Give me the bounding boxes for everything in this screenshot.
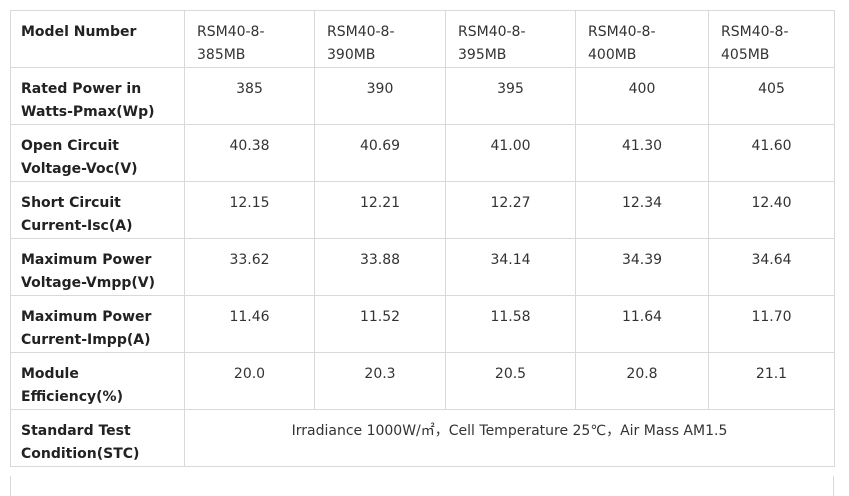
spec-value: 12.21 bbox=[314, 181, 446, 239]
spec-value: 20.0 bbox=[184, 352, 315, 410]
spec-table-wrap: Model Number RSM40-8-385MB RSM40-8-390MB RS… bbox=[10, 10, 835, 467]
spec-value: 40.69 bbox=[314, 124, 446, 182]
spec-table: Model Number RSM40-8-385MB RSM40-8-390MB RS… bbox=[10, 10, 835, 467]
spec-value: 390 bbox=[314, 67, 446, 125]
spec-row: Short Circuit Current-Isc(A) 12.15 12.21 12… bbox=[10, 181, 835, 239]
spec-value: 11.58 bbox=[445, 295, 576, 353]
spec-row: Rated Power in Watts-Pmax(Wp) 385 390 395 40… bbox=[10, 67, 835, 125]
spec-row: Maximum Power Voltage-Vmpp(V) 33.62 33.88 3… bbox=[10, 238, 835, 296]
spec-value: 41.30 bbox=[575, 124, 709, 182]
spec-value: 12.34 bbox=[575, 181, 709, 239]
model-number: RSM40-8-385MB bbox=[184, 10, 315, 68]
spec-value: 33.88 bbox=[314, 238, 446, 296]
spec-value: 34.39 bbox=[575, 238, 709, 296]
spec-value: 20.8 bbox=[575, 352, 709, 410]
model-number: RSM40-8-400MB bbox=[575, 10, 709, 68]
header-row: Model Number RSM40-8-385MB RSM40-8-390MB RS… bbox=[10, 10, 835, 68]
spec-value: 11.52 bbox=[314, 295, 446, 353]
model-number: RSM40-8-405MB bbox=[708, 10, 835, 68]
spec-row: Maximum Power Current-Impp(A) 11.46 11.52 1… bbox=[10, 295, 835, 353]
page: {"table": { "header": ["Model Number", "… bbox=[10, 10, 835, 496]
spec-value: 34.64 bbox=[708, 238, 835, 296]
spec-value: 12.27 bbox=[445, 181, 576, 239]
spec-value: 12.40 bbox=[708, 181, 835, 239]
model-number: RSM40-8-395MB bbox=[445, 10, 576, 68]
spec-row: Module Efficiency(%) 20.0 20.3 20.5 20.8 21.1 bbox=[10, 352, 835, 410]
stc-value: Irradiance 1000W/㎡，Cell Temperature 25℃，… bbox=[184, 409, 835, 467]
row-label: Maximum Power Current-Impp(A) bbox=[10, 295, 185, 353]
row-label: Standard Test Condition(STC) bbox=[10, 409, 185, 467]
stc-row: Standard Test Condition(STC) Irradiance 1… bbox=[10, 409, 835, 467]
spec-value: 11.46 bbox=[184, 295, 315, 353]
spec-value: 400 bbox=[575, 67, 709, 125]
spec-row: Open Circuit Voltage-Voc(V) 40.38 40.69 41.… bbox=[10, 124, 835, 182]
spec-value: 12.15 bbox=[184, 181, 315, 239]
spec-value: 20.5 bbox=[445, 352, 576, 410]
row-label: Open Circuit Voltage-Voc(V) bbox=[10, 124, 185, 182]
spec-value: 33.62 bbox=[184, 238, 315, 296]
row-label: Model Number bbox=[10, 10, 185, 68]
spec-value: 395 bbox=[445, 67, 576, 125]
table-continuation bbox=[10, 476, 834, 496]
model-number: RSM40-8-390MB bbox=[314, 10, 446, 68]
spec-value: 405 bbox=[708, 67, 835, 125]
spec-value: 11.64 bbox=[575, 295, 709, 353]
row-label: Rated Power in Watts-Pmax(Wp) bbox=[10, 67, 185, 125]
spec-value: 20.3 bbox=[314, 352, 446, 410]
spec-value: 21.1 bbox=[708, 352, 835, 410]
spec-value: 11.70 bbox=[708, 295, 835, 353]
spec-value: 34.14 bbox=[445, 238, 576, 296]
row-label: Module Efficiency(%) bbox=[10, 352, 185, 410]
spec-value: 40.38 bbox=[184, 124, 315, 182]
spec-value: 385 bbox=[184, 67, 315, 125]
row-label: Short Circuit Current-Isc(A) bbox=[10, 181, 185, 239]
spec-value: 41.60 bbox=[708, 124, 835, 182]
row-label: Maximum Power Voltage-Vmpp(V) bbox=[10, 238, 185, 296]
spec-value: 41.00 bbox=[445, 124, 576, 182]
